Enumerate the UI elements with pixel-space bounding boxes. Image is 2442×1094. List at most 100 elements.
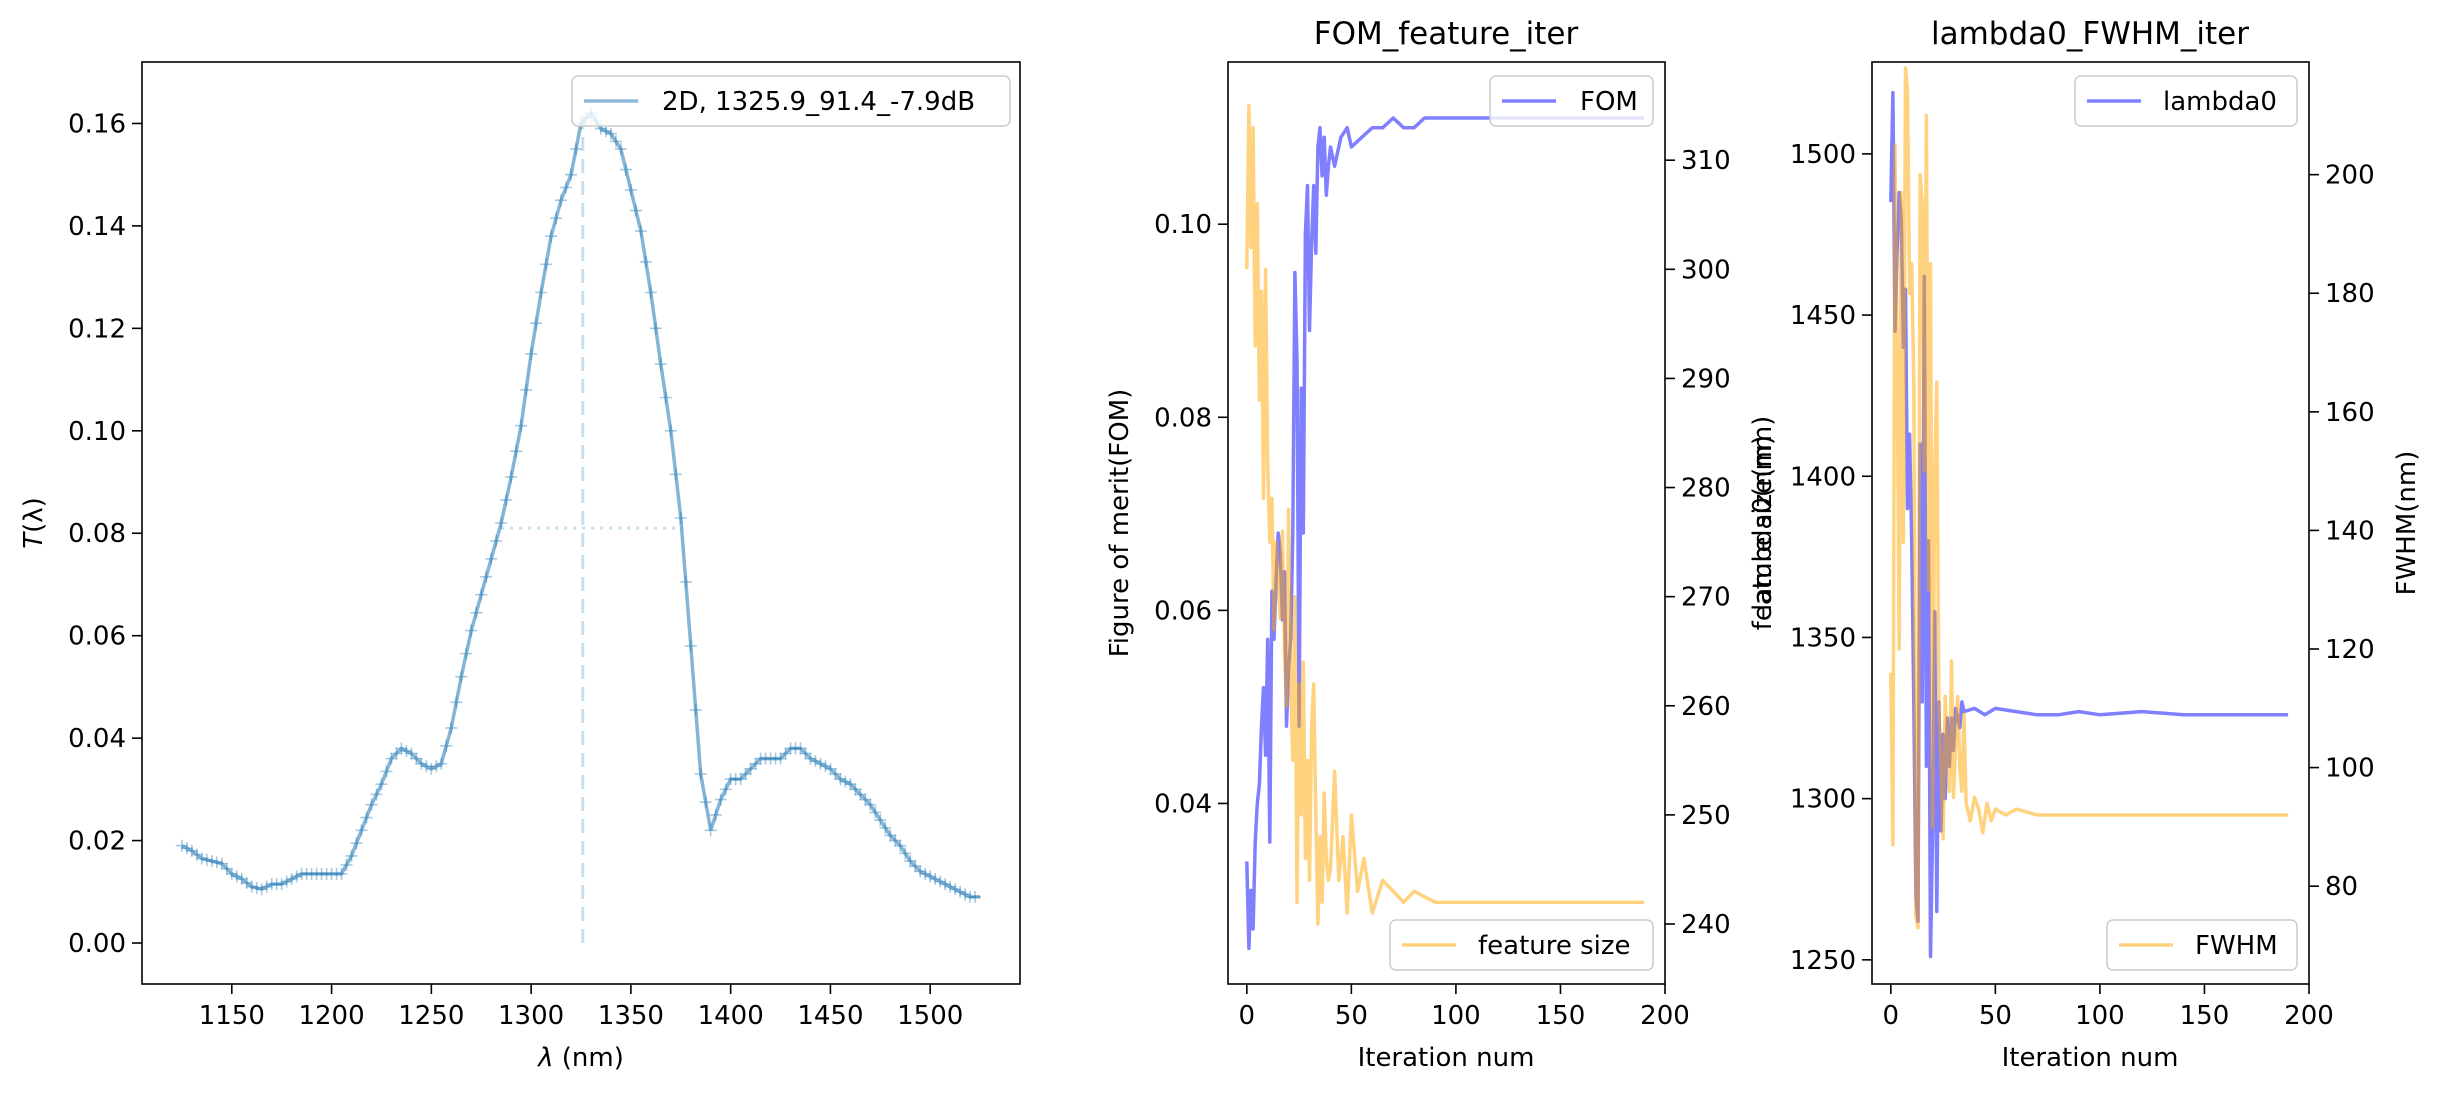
spectrum-marker: [485, 552, 498, 565]
spectrum-marker: [470, 606, 483, 619]
spectrum-x-ticks: 1150 1200 1250 1300 1350 1400 1450 1500: [199, 984, 963, 1031]
spectrum-x-tick-label: 1200: [298, 1001, 364, 1031]
spectrum-x-tick-label: 1350: [598, 1001, 664, 1031]
spectrum-marker: [230, 870, 243, 883]
fom-feature-plot-area: [1245, 103, 1645, 951]
spectrum-marker: [410, 752, 423, 765]
spectrum-x-tick-label: 1250: [398, 1001, 464, 1031]
spectrum-marker: [954, 885, 967, 898]
fwhm-y-tick-label: 180: [2325, 279, 2375, 309]
spectrum-marker: [674, 511, 687, 524]
spectrum-marker: [849, 783, 862, 796]
fom-legend-label: FOM: [1580, 87, 1638, 117]
spectrum-marker: [400, 744, 413, 757]
spectrum-marker: [405, 747, 418, 760]
spectrum-marker: [195, 852, 208, 865]
spectrum-marker: [360, 811, 373, 824]
spectrum-marker: [654, 358, 667, 371]
spectrum-marker: [205, 855, 218, 868]
spectrum-marker: [754, 752, 767, 765]
spectrum-y-tick-label: 0.02: [68, 827, 126, 857]
fom-feature-title: FOM_feature_iter: [1314, 16, 1579, 52]
feature-size-y-tick-label: 270: [1681, 583, 1731, 613]
spectrum-marker: [649, 322, 662, 335]
spectrum-marker: [525, 347, 538, 360]
spectrum-marker: [175, 839, 188, 852]
spectrum-marker: [869, 806, 882, 819]
spectrum-x-tick-label: 1300: [498, 1001, 564, 1031]
spectrum-marker: [814, 757, 827, 770]
spectrum-marker: [220, 862, 233, 875]
spectrum-line: [181, 110, 981, 899]
spectrum-marker: [240, 876, 253, 889]
spectrum-marker: [719, 783, 732, 796]
fwhm-legend-label: FWHM: [2195, 931, 2278, 961]
spectrum-marker: [190, 848, 203, 861]
spectrum-marker: [290, 870, 303, 883]
spectrum-marker: [879, 821, 892, 834]
fom-feature-axes-frame: [1227, 61, 1666, 985]
fwhm-y-axis-label: FWHM(nm): [2392, 451, 2422, 596]
spectrum-marker: [704, 824, 717, 837]
spectrum-y-tick-label: 0.12: [68, 314, 126, 344]
spectrum-marker: [709, 808, 722, 821]
spectrum-marker: [495, 517, 508, 529]
spectrum-marker: [510, 445, 523, 458]
spectrum-legend-label: 2D, 1325.9_91.4_-7.9dB: [662, 87, 975, 117]
spectrum-y-tick-label: 0.06: [68, 622, 126, 652]
fom-feature-x-axis-label: Iteration num: [1358, 1043, 1535, 1073]
spectrum-marker: [310, 867, 323, 880]
spectrum-marker: [799, 747, 812, 760]
spectrum-marker: [395, 742, 408, 755]
spectrum-marker: [225, 867, 238, 880]
spectrum-marker: [804, 752, 817, 765]
spectrum-marker: [729, 773, 742, 786]
spectrum-marker: [659, 391, 672, 404]
spectrum-marker: [350, 837, 363, 850]
spectrum-marker: [614, 143, 627, 156]
spectrum-marker: [515, 419, 528, 432]
spectrum-marker: [924, 870, 937, 883]
feature-size-y-tick-label: 240: [1681, 910, 1731, 940]
spectrum-marker: [909, 860, 922, 873]
spectrum-marker: [500, 493, 513, 506]
spectrum-marker: [794, 742, 807, 755]
feature-size-y-tick-label: 260: [1681, 692, 1731, 722]
spectrum-marker: [355, 824, 368, 837]
spectrum-marker: [899, 847, 912, 860]
spectrum-marker: [255, 883, 268, 896]
spectrum-marker: [859, 793, 872, 806]
spectrum-plot-area: [175, 107, 982, 944]
lambda0-fwhm-x-axis-label: Iteration num: [2002, 1043, 2179, 1073]
spectrum-marker: [345, 849, 358, 862]
feature-size-y-tick-label: 290: [1681, 364, 1731, 394]
spectrum-marker: [505, 470, 518, 483]
spectrum-y-tick-label: 0.04: [68, 724, 126, 754]
spectrum-marker: [235, 872, 248, 885]
feature-size-line: [1245, 103, 1645, 926]
spectrum-marker: [599, 125, 612, 138]
fwhm-y-tick-label: 200: [2325, 161, 2375, 191]
spectrum-marker: [320, 867, 333, 880]
spectrum-y-tick-label: 0.10: [68, 417, 126, 447]
spectrum-marker: [629, 204, 642, 217]
spectrum-marker: [445, 721, 458, 734]
feature-size-y-tick-label: 300: [1681, 255, 1731, 285]
spectrum-marker: [335, 867, 348, 880]
spectrum-marker: [340, 858, 353, 871]
spectrum-marker: [904, 855, 917, 868]
spectrum-marker: [280, 875, 293, 888]
spectrum-marker: [185, 844, 198, 857]
spectrum-x-axis-label: λ (nm): [536, 1043, 624, 1073]
spectrum-marker: [784, 742, 797, 755]
spectrum-marker: [944, 880, 957, 893]
spectrum-marker: [624, 184, 637, 197]
spectrum-marker: [305, 867, 318, 880]
spectrum-marker: [430, 760, 443, 773]
lambda0-y-tick-label: 1500: [1790, 140, 1856, 170]
lambda0-y-tick-label: 1400: [1790, 462, 1856, 492]
spectrum-marker: [465, 624, 478, 637]
spectrum-marker: [789, 742, 802, 755]
fom-feature-panel: FOM_feature_iter 0 50 100 150 200 0.040.060.…: [1105, 16, 1778, 1073]
spectrum-marker: [664, 424, 677, 437]
